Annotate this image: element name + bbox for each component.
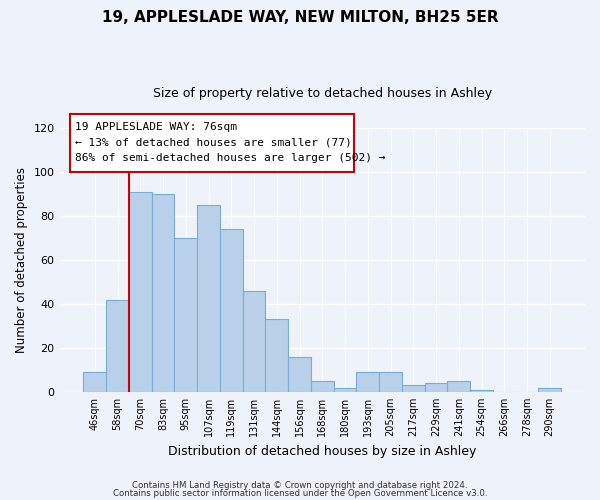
Bar (197, 205, 220, 392)
Text: Contains public sector information licensed under the Open Government Licence v3: Contains public sector information licen… (113, 488, 487, 498)
FancyBboxPatch shape (70, 114, 354, 172)
Bar (425, 383, 448, 392)
Bar (470, 390, 493, 392)
Text: Contains HM Land Registry data © Crown copyright and database right 2024.: Contains HM Land Registry data © Crown c… (132, 481, 468, 490)
Bar (265, 320, 288, 392)
Y-axis label: Number of detached properties: Number of detached properties (15, 167, 28, 353)
Bar (242, 291, 265, 392)
Title: Size of property relative to detached houses in Ashley: Size of property relative to detached ho… (153, 88, 492, 101)
Bar (334, 388, 356, 392)
Bar (83, 372, 106, 392)
X-axis label: Distribution of detached houses by size in Ashley: Distribution of detached houses by size … (168, 444, 476, 458)
Bar (152, 194, 175, 392)
Bar (106, 300, 129, 392)
Bar (356, 372, 379, 392)
Bar (288, 356, 311, 392)
Bar (129, 192, 152, 392)
Bar (220, 229, 242, 392)
Bar (402, 386, 425, 392)
Bar (311, 381, 334, 392)
Bar (538, 388, 561, 392)
Text: 19, APPLESLADE WAY, NEW MILTON, BH25 5ER: 19, APPLESLADE WAY, NEW MILTON, BH25 5ER (101, 10, 499, 25)
Bar (448, 381, 470, 392)
Text: 19 APPLESLADE WAY: 76sqm
← 13% of detached houses are smaller (77)
86% of semi-d: 19 APPLESLADE WAY: 76sqm ← 13% of detach… (76, 122, 386, 163)
Bar (175, 238, 197, 392)
Bar (379, 372, 402, 392)
